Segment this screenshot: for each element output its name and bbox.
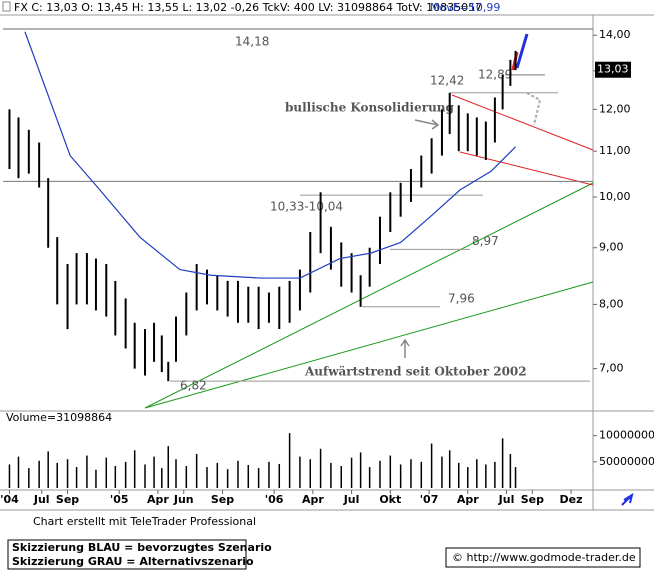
x-tick-label: '05 [110,493,129,506]
last-price: 13,03 [597,63,629,76]
annotation: bullische Konsolidierung [285,101,455,115]
x-tick-label: Jul [343,493,360,506]
x-tick-label: Apr [302,493,324,506]
legend-box [7,539,247,570]
gray-scenario [526,92,542,126]
legend-gray: Skizzierung GRAU = Alternativszenario [12,555,254,568]
x-tick-label: '07 [420,493,439,506]
channel-line [451,94,594,151]
tool-icon [621,492,634,506]
last-price-box [595,61,631,78]
volume-tick-label: 50000000 [599,455,654,468]
volume-tick-label: 100000000 [599,429,654,442]
y-tick-label: 9,00 [599,241,624,254]
y-tick-label: 14,00 [599,28,631,41]
volume-label: Volume=31098864 [6,411,112,424]
quote-header: FX C: 13,03 O: 13,45 H: 13,55 L: 13,02 -… [14,1,482,14]
level-label: 10,33-10,04 [270,200,343,214]
x-tick-label: '04 [0,493,19,506]
moving-average [24,31,516,279]
arrow [414,119,440,130]
y-tick-label: 8,00 [599,297,624,310]
legend-blue: Skizzierung BLAU = bevorzugtes Szenario [12,541,272,554]
x-tick-label: Jul [498,493,515,506]
x-tick-label: Jul [33,493,50,506]
x-tick-label: Sep [56,493,79,506]
trendline [144,281,594,409]
credit: Chart erstellt mit TeleTrader Profession… [33,515,256,528]
channel-line [459,151,594,186]
y-tick-label: 10,00 [599,190,631,203]
arrow [400,338,410,358]
level-label: 8,97 [472,234,499,248]
y-tick-label: 7,00 [599,362,624,375]
y-tick-label: 11,00 [599,144,631,157]
icon [2,1,11,12]
annotation: Aufwärtstrend seit Oktober 2002 [304,365,527,379]
copyright-box [445,547,641,568]
x-tick-label: '06 [265,493,284,506]
x-tick-label: Apr [457,493,479,506]
x-tick-label: Okt [379,493,401,506]
x-tick-label: Sep [211,493,234,506]
indicator: MovE=10,99 [430,1,500,14]
x-tick-label: Sep [521,493,544,506]
x-tick-label: Jun [173,493,194,506]
level-label: 12,89 [478,67,512,81]
level-label: 6,82 [180,379,207,393]
blue-scenario [515,33,529,69]
level-label: 12,42 [430,73,464,87]
level-label: 7,96 [448,291,475,305]
trendline [144,182,594,409]
level-label: 14,18 [235,35,269,49]
y-tick-label: 12,00 [599,102,631,115]
copyright: © http://www.godmode-trader.de [452,551,636,564]
x-tick-label: Dez [560,493,583,506]
x-tick-label: Apr [147,493,169,506]
